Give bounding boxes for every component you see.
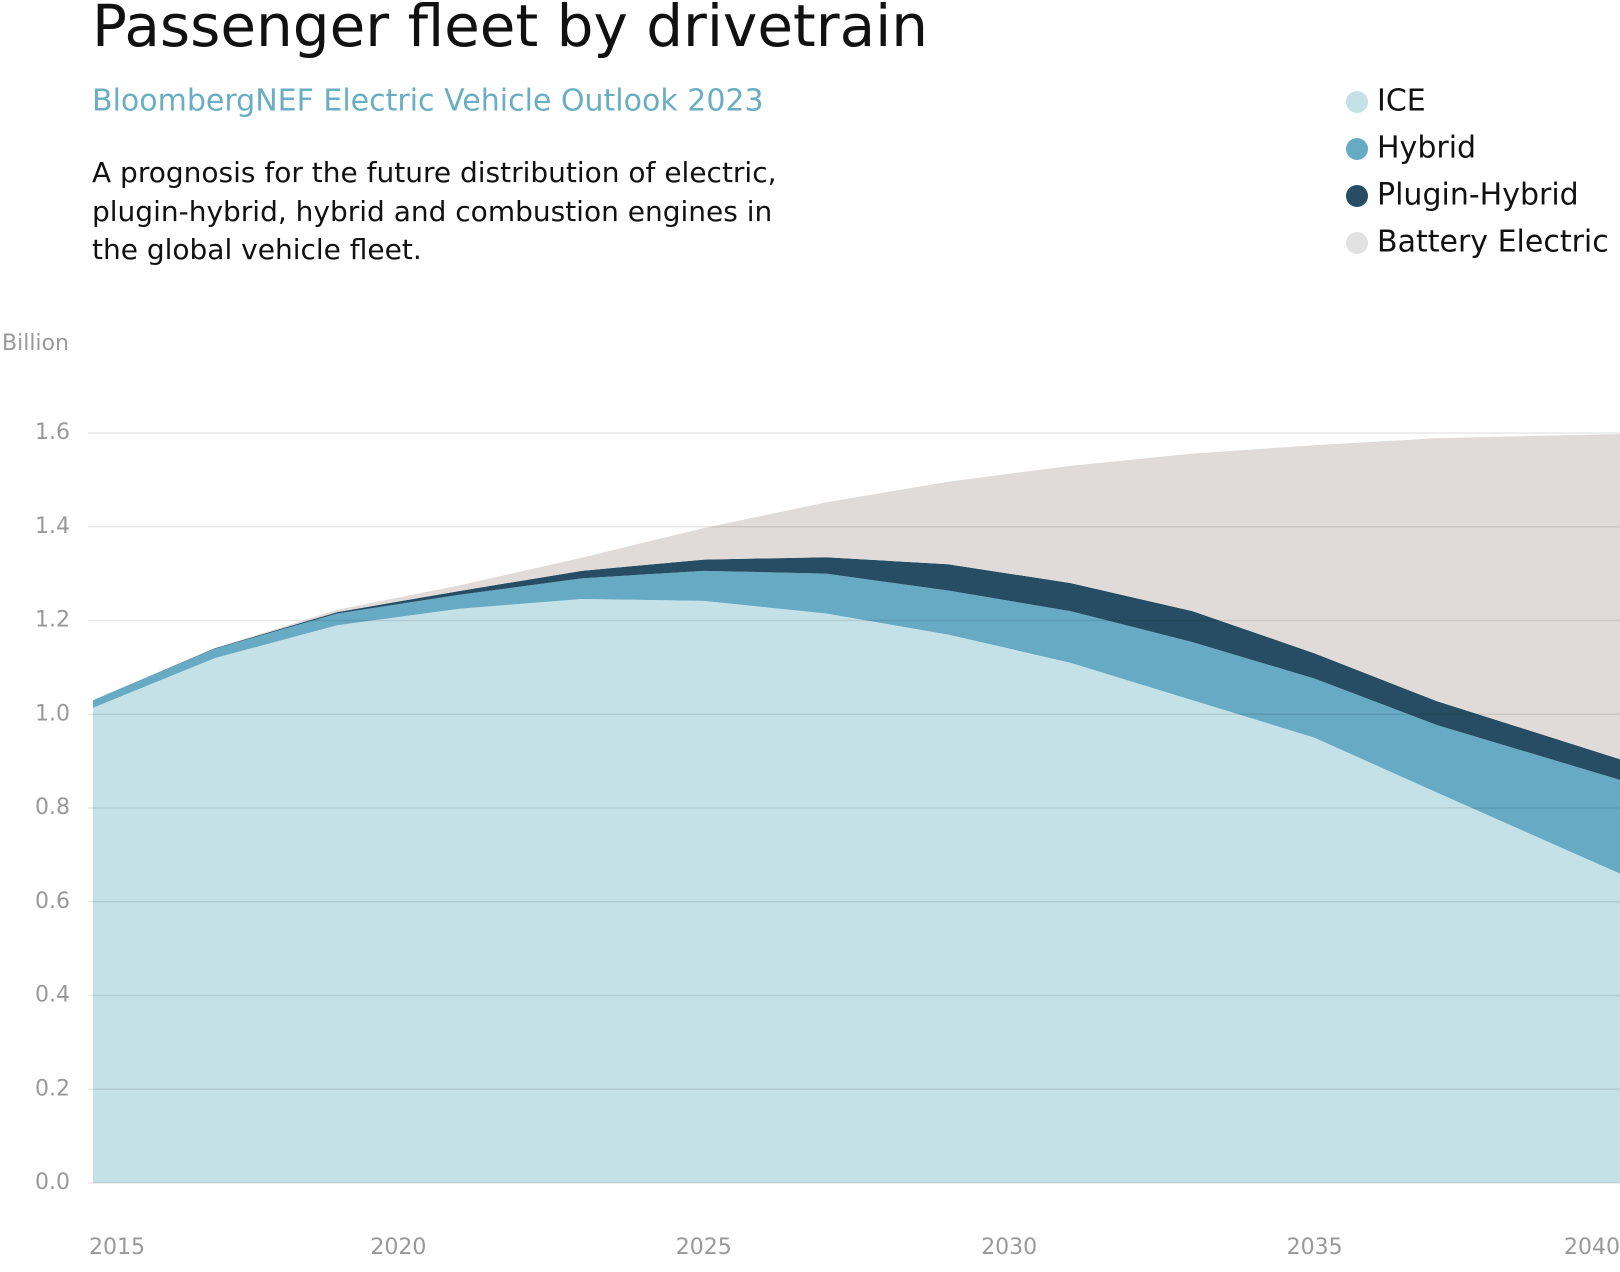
description-line: plugin-hybrid, hybrid and combustion eng… — [92, 195, 772, 228]
legend-marker — [1346, 91, 1368, 113]
legend-marker — [1346, 232, 1368, 254]
y-tick-label: 0.4 — [35, 983, 70, 1008]
x-tick-label: 2030 — [981, 1235, 1037, 1260]
x-tick-label: 2015 — [89, 1235, 145, 1260]
legend-label: Hybrid — [1377, 131, 1476, 166]
legend-label: Plugin-Hybrid — [1377, 178, 1579, 213]
x-tick-label: 2035 — [1287, 1235, 1343, 1260]
y-tick-label: 1.6 — [35, 420, 70, 445]
y-tick-label: 1.0 — [35, 701, 70, 726]
x-tick-label: 2025 — [676, 1235, 732, 1260]
area — [93, 598, 1620, 1183]
description-line: A prognosis for the future distribution … — [92, 156, 777, 189]
legend-marker — [1346, 185, 1368, 207]
description-line: the global vehicle fleet. — [92, 233, 422, 266]
y-tick-label: 0.6 — [35, 889, 70, 914]
area — [93, 433, 1620, 760]
chart-subtitle: BloombergNEF Electric Vehicle Outlook 20… — [92, 84, 764, 119]
area — [93, 570, 1620, 874]
chart-title: Passenger fleet by drivetrain — [92, 0, 928, 60]
legend-marker — [1346, 138, 1368, 160]
y-tick-label: 1.4 — [35, 514, 70, 539]
y-axis-label: Billion — [2, 331, 69, 356]
y-tick-label: 1.2 — [35, 608, 70, 633]
area — [93, 557, 1620, 780]
x-tick-label: 2040 — [1564, 1235, 1620, 1260]
x-tick-label: 2020 — [370, 1235, 426, 1260]
y-tick-label: 0.0 — [35, 1170, 70, 1195]
legend-label: Battery Electric — [1377, 225, 1609, 260]
y-tick-label: 0.2 — [35, 1076, 70, 1101]
legend-label: ICE — [1377, 84, 1426, 119]
y-tick-label: 0.8 — [35, 795, 70, 820]
